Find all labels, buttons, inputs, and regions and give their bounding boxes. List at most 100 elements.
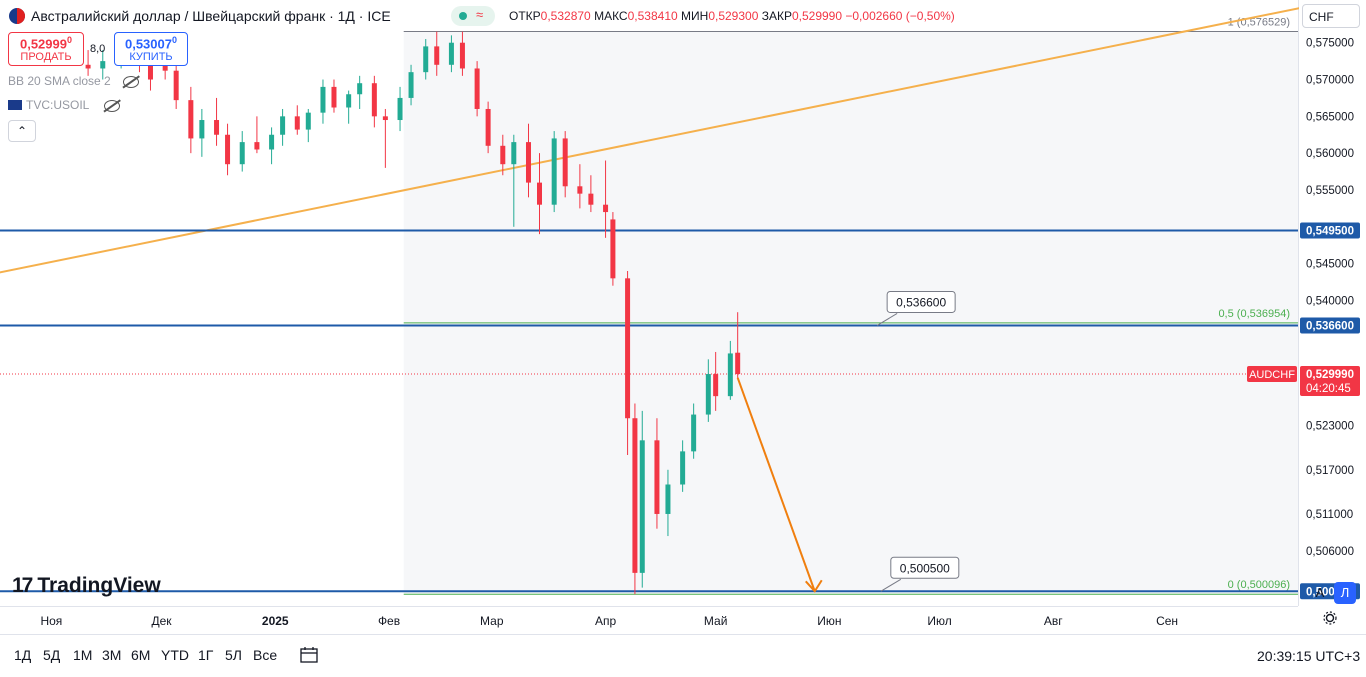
candle-body [603,204,609,213]
close-label: ЗАКР [761,9,792,23]
price-tick: 0,517000 [1306,465,1354,477]
open-label: ОТКР [509,9,541,23]
settings-icon[interactable] [1323,611,1337,625]
candle-body [665,484,671,514]
indicator-bollinger[interactable]: BB 20 SMA close 2 [8,74,111,88]
market-status-badge[interactable]: ≈ [451,6,495,26]
tradingview-logo[interactable]: 17 TradingView [12,574,161,598]
candle-body [448,42,454,65]
fib-zone [403,31,1299,595]
candle-body [525,142,531,183]
callout-pointer [880,578,902,592]
time-tick: Апр [595,614,617,628]
candle-body [346,94,352,108]
sell-button[interactable]: 0,529990 ПРОДАТЬ [8,32,84,66]
symbol-tag [1247,366,1297,383]
candle-body [632,418,638,573]
countdown-text: 04:20:45 [1306,383,1351,395]
candle-body [551,138,557,205]
symbol-title[interactable]: Австралийский доллар / Швейцарский франк… [31,8,391,24]
candle-body [382,116,388,121]
indicator-usoil-label: TVC:USOIL [26,98,90,112]
candle-body [188,100,194,139]
clock[interactable]: 20:39:15 UTC+3 [1257,648,1361,664]
range-button-6[interactable]: 1Г [198,647,214,663]
candle-body [85,64,91,69]
price-tick: 0,560000 [1306,148,1354,160]
candle-body [691,414,697,452]
brand-name: TradingView [37,574,161,597]
sell-price: 0,529990 [19,35,72,52]
hide-eye-icon[interactable] [104,100,120,112]
buy-label: КУПИТЬ [129,51,173,64]
candle-body [474,68,480,109]
candle-body [511,142,517,165]
candle-body [408,72,414,98]
price-tick: 0,575000 [1306,38,1354,50]
trend-line [0,1,1329,274]
price-tick: 0,555000 [1306,185,1354,197]
candle-body [680,451,686,485]
price-axis [1299,0,1366,606]
range-button-5[interactable]: YTD [161,647,189,663]
callout-pointer [876,313,898,326]
range-button-8[interactable]: Все [253,647,278,663]
ohlc-values: ОТКР0,532870 МАКС0,538410 МИН0,529300 ЗА… [509,9,955,23]
time-tick: Авг [1044,614,1063,628]
open-value: 0,532870 [540,9,591,23]
candle-body [459,42,465,69]
indicator-usoil[interactable]: TVC:USOIL [8,98,89,112]
high-value: 0,538410 [627,9,678,23]
hide-eye-icon[interactable] [123,76,139,88]
projection-arrowhead [805,579,823,593]
candle-body [588,193,594,205]
time-tick: Июл [927,614,951,628]
calendar-icon[interactable] [300,646,318,663]
high-label: МАКС [594,9,628,23]
level-price-text: 0,536600 [1306,320,1354,332]
range-button-0[interactable]: 1Д [14,647,32,663]
price-tick: 0,565000 [1306,111,1354,123]
range-button-2[interactable]: 1М [73,647,93,663]
sell-label: ПРОДАТЬ [20,51,72,64]
range-button-3[interactable]: 3М [102,647,122,663]
chart-canvas[interactable]: 1 (0,576529)0,5 (0,536954)0 (0,500096) 0… [0,0,1366,634]
candle-body [199,120,205,139]
time-tick: 2025 [262,614,289,628]
candle-body [305,112,311,130]
candle-body [434,46,440,65]
price-tick: 0,523000 [1306,421,1354,433]
price-tick: 0,540000 [1306,295,1354,307]
us-flag-icon [8,100,22,110]
range-button-7[interactable]: 5Л [225,647,242,663]
callout-text: 0,536600 [896,295,946,309]
projection-arrow [736,377,816,592]
aud-chf-flag-icon [9,8,25,24]
candle-body [371,83,377,117]
candle-body [610,219,616,279]
auto-scale-button[interactable]: A [1315,585,1325,600]
level-price-tag [1300,222,1360,239]
range-button-4[interactable]: 6М [131,647,151,663]
fib-label: 0 (0,500096) [1228,579,1290,591]
candle-body [269,134,275,150]
symbol-tag-text: AUDCHF [1249,369,1295,381]
level-price-tag [1300,317,1360,334]
currency-selector[interactable]: CHF [1302,4,1360,28]
collapse-legend-button[interactable]: ⌃ [8,120,36,142]
buy-button[interactable]: 0,530070 КУПИТЬ [114,32,188,66]
tradingview-mark-icon: 17 [12,574,33,597]
callout-box [886,290,956,313]
time-tick: Дек [151,614,172,628]
candle-body [735,352,741,375]
price-tick: 0,570000 [1306,75,1354,87]
change-value: −0,002660 (−0,50%) [845,9,955,23]
range-button-1[interactable]: 5Д [43,647,61,663]
indicator-bollinger-label: BB 20 SMA close 2 [8,74,111,88]
candle-body [423,46,429,73]
buy-price: 0,530070 [124,35,177,52]
candle-body [705,374,711,415]
fib-label: 0,5 (0,536954) [1218,308,1290,320]
log-scale-button[interactable]: Л [1334,582,1356,604]
candle-body [320,86,326,113]
